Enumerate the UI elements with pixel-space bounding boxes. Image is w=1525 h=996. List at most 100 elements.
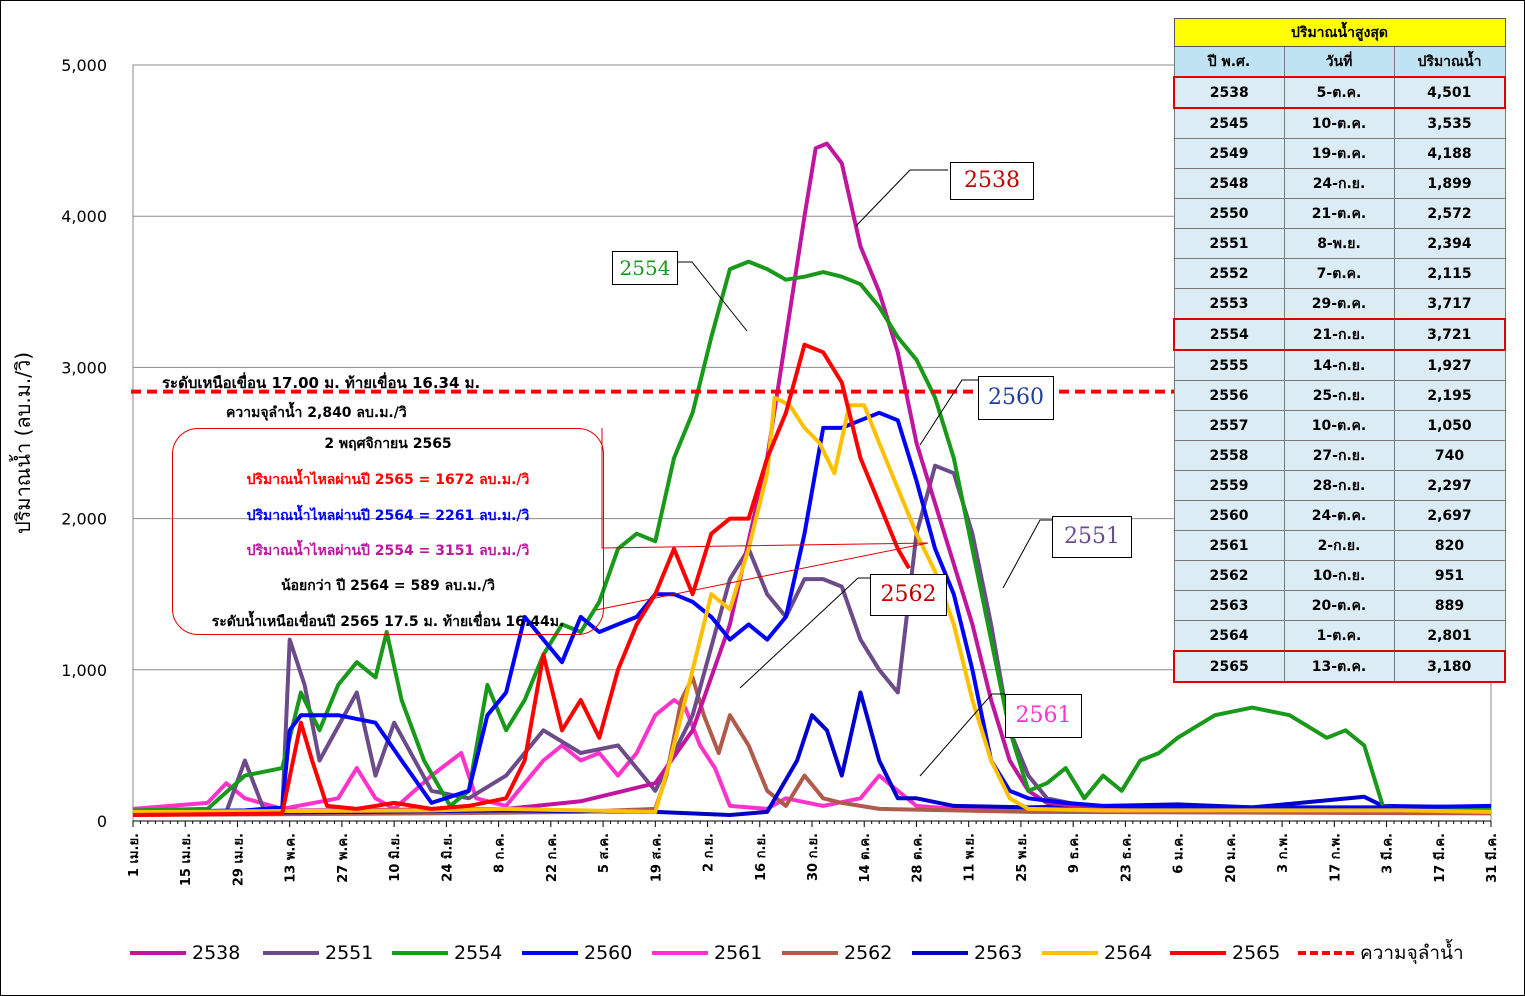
x-tick-label: 19 ส.ค. [649,833,664,882]
peak-cell-volume: 1,050 [1393,410,1506,441]
x-tick-label: 15 เม.ย. [179,833,194,886]
peak-cell-year: 2548 [1173,168,1285,199]
peak-table-row: 2551 8-พ.ย. 2,394 [1173,228,1506,259]
legend-item: ความจุลำน้ำ [1298,938,1464,968]
peak-table-row: 2556 25-ก.ย. 2,195 [1173,380,1506,411]
x-tick-label: 30 ก.ย. [806,833,821,881]
x-tick-label: 23 ธ.ค. [1119,833,1134,882]
peak-cell-date: 7-ต.ค. [1283,258,1395,289]
peak-cell-year: 2555 [1173,349,1285,381]
x-tick-label: 14 ต.ค. [858,833,873,883]
legend-item: 2561 [652,938,762,968]
peak-cell-year: 2560 [1173,500,1285,531]
peak-cell-date: 10-ต.ค. [1283,410,1395,441]
y-tick-label: 3,000 [61,358,107,377]
peak-cell-volume: 3,535 [1393,107,1506,139]
x-tick-label: 6 ม.ค. [1172,833,1187,874]
legend-swatch [522,951,578,955]
legend-swatch [1170,951,1226,955]
peak-cell-date: 10-ก.ย. [1283,560,1395,591]
legend-label: 2554 [454,942,503,964]
x-tick-label: 29 เม.ย. [231,833,246,886]
peak-cell-date: 25-ก.ย. [1283,380,1395,411]
legend-label: 2551 [325,942,374,964]
x-tick-label: 13 พ.ค. [284,833,299,883]
info-box: 2 พฤศจิกายน 2565 ปริมาณน้ำไหลผ่านปี 2565… [172,428,604,635]
peak-cell-date: 21-ต.ค. [1283,198,1395,229]
legend-label: 2563 [974,942,1023,964]
peak-cell-volume: 820 [1393,530,1506,561]
peak-cell-year: 2562 [1173,560,1285,591]
peak-cell-year: 2561 [1173,530,1285,561]
peak-cell-year: 2552 [1173,258,1285,289]
peak-cell-volume: 2,394 [1393,228,1506,259]
x-tick-label: 28 ต.ค. [910,833,925,883]
callout-leader-line [595,542,929,611]
peak-table-row: 2549 19-ต.ค. 4,188 [1173,138,1506,169]
legend-swatch [782,951,838,955]
x-tick-label: 22 ก.ค. [545,833,560,882]
peak-flow-table: ปริมาณน้ำสูงสุด ปี พ.ศ. วันที่ ปริมาณน้ำ… [1173,18,1506,683]
legend-label: 2562 [844,942,893,964]
peak-table-header: ปี พ.ศ. วันที่ ปริมาณน้ำ [1173,46,1506,78]
peak-table-row: 2550 21-ต.ค. 2,572 [1173,198,1506,229]
y-tick-label: 0 [97,812,107,831]
callout-leader-line [919,693,1005,777]
peak-cell-volume: 2,697 [1393,500,1506,531]
peak-table-title: ปริมาณน้ำสูงสุด [1173,18,1506,47]
peak-cell-date: 24-ก.ย. [1283,168,1395,199]
peak-cell-date: 1-ต.ค. [1283,620,1395,652]
legend-item: 2564 [1042,938,1152,968]
series-2562-line [132,675,1492,817]
legend-swatch [1042,951,1098,955]
legend-swatch [263,951,319,955]
peak-cell-year: 2556 [1173,380,1285,411]
x-tick-label: 17 ก.พ. [1328,833,1343,882]
peak-cell-date: 2-ก.ย. [1283,530,1395,561]
legend-label: 2564 [1104,942,1153,964]
x-tick-label: 31 มี.ค. [1484,833,1500,883]
legend-label: 2538 [192,942,241,964]
peak-cell-date: 24-ต.ค. [1283,500,1395,531]
level-annotation: ระดับเหนือเขื่อน 17.00 ม. ท้ายเขื่อน 16.… [162,374,481,392]
peak-table-row: 2557 10-ต.ค. 1,050 [1173,410,1506,441]
x-tick-label: 2 ก.ย. [702,833,717,872]
info-line-2554: ปริมาณน้ำไหลผ่านปี 2554 = 3151 ลบ.ม./วิ [246,543,530,559]
legend-label: 2561 [714,942,763,964]
legend-item: 2538 [130,938,240,968]
peak-cell-date: 14-ก.ย. [1283,349,1395,381]
peak-cell-volume: 2,297 [1393,470,1506,501]
peak-cell-volume: 2,195 [1393,380,1506,411]
y-tick-label: 4,000 [61,207,107,226]
peak-cell-year: 2549 [1173,138,1285,169]
x-tick-label: 11 พ.ย. [963,833,978,882]
y-tick-label: 1,000 [61,661,107,680]
legend: 2538 2551 2554 2560 2561 2562 2563 2564 2565 ความ… [130,938,1500,968]
callout-2560: 2560 [978,376,1054,420]
callout-leader-line [855,169,948,227]
x-tick-label: 25 พ.ย. [1015,833,1030,882]
peak-table-row: 2538 5-ต.ค. 4,501 [1173,76,1506,109]
peak-cell-year: 2554 [1173,318,1285,351]
peak-cell-year: 2550 [1173,198,1285,229]
peak-table-row: 2560 24-ต.ค. 2,697 [1173,500,1506,531]
callout-leader-line [676,261,748,332]
y-tick-label: 5,000 [61,56,107,75]
peak-cell-volume: 889 [1393,590,1506,621]
x-tick-label: 17 มี.ค. [1432,833,1448,883]
peak-cell-date: 20-ต.ค. [1283,590,1395,621]
legend-swatch [1298,951,1354,955]
x-tick-label: 1 เม.ย. [127,833,142,877]
legend-item: 2562 [782,938,892,968]
peak-table-row: 2561 2-ก.ย. 820 [1173,530,1506,561]
legend-item: 2554 [392,938,502,968]
legend-label: 2565 [1232,942,1281,964]
x-tick-label: 16 ก.ย. [754,833,769,881]
peak-table-row: 2554 21-ก.ย. 3,721 [1173,318,1506,351]
peak-table-row: 2553 29-ต.ค. 3,717 [1173,288,1506,320]
peak-cell-year: 2565 [1173,650,1285,683]
callout-2554: 2554 [612,251,678,285]
peak-table-row: 2565 13-ต.ค. 3,180 [1173,650,1506,683]
peak-cell-volume: 1,927 [1393,349,1506,381]
